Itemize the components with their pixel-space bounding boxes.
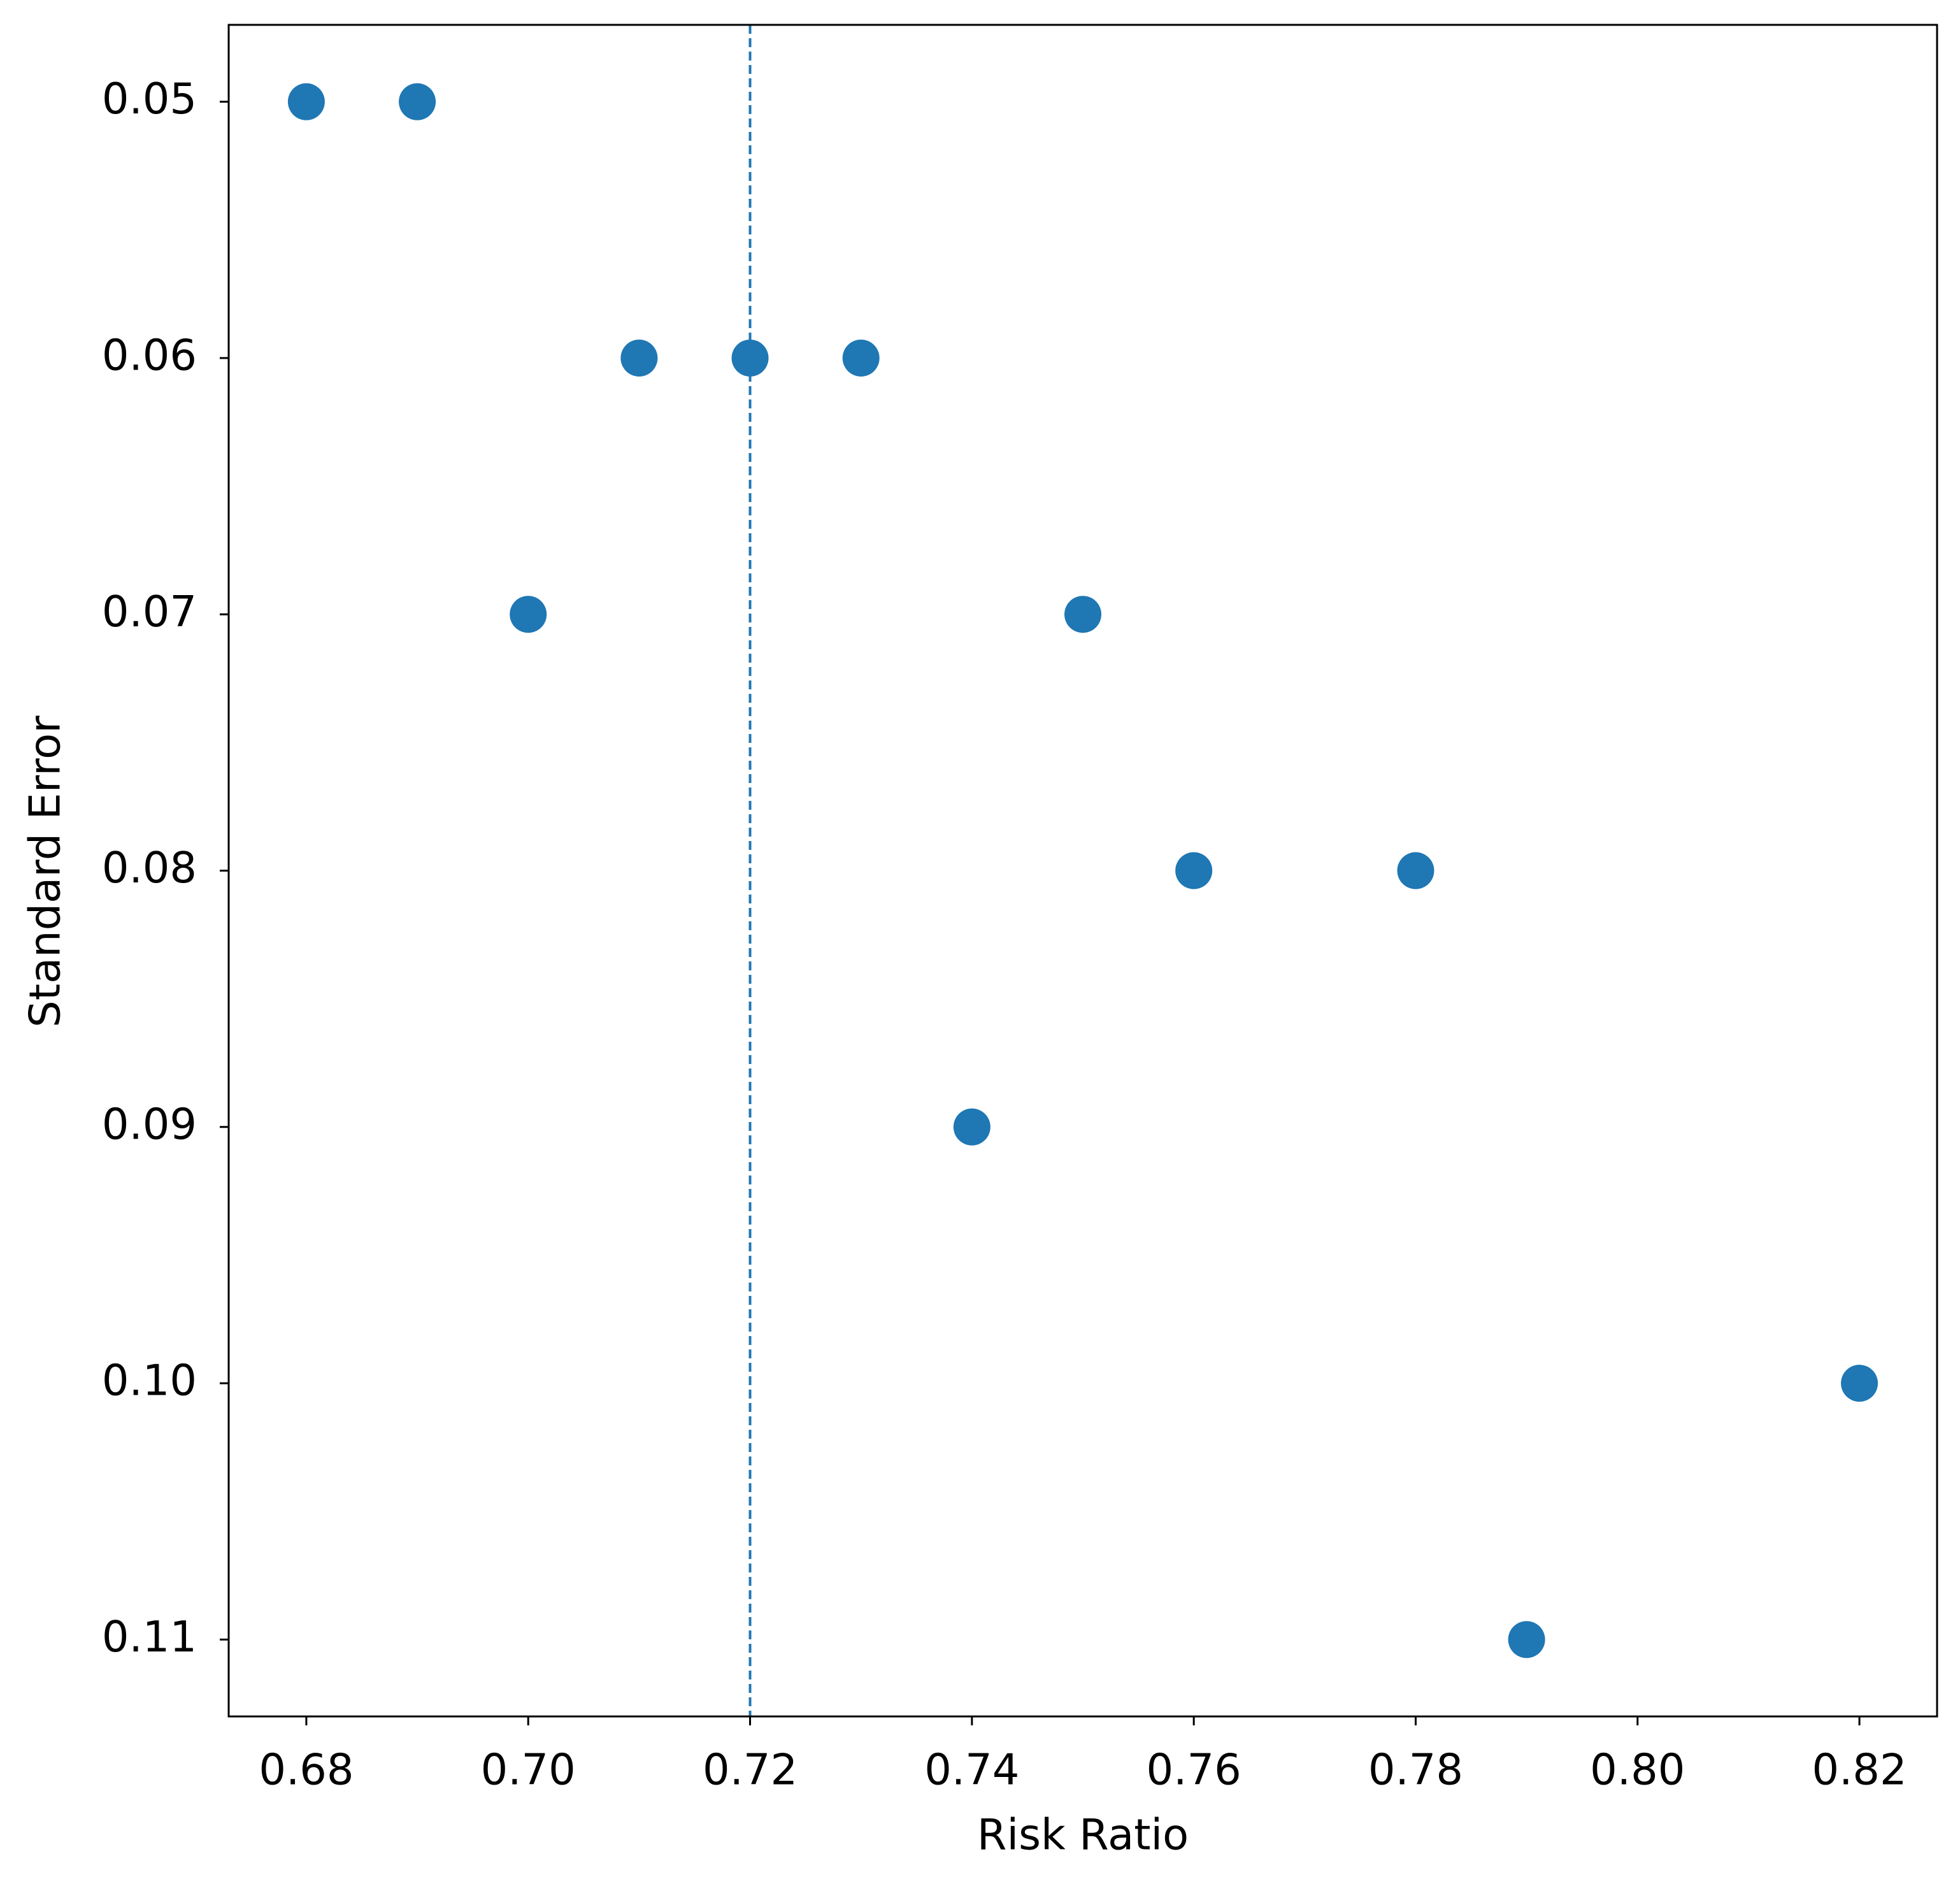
y-tick-label: 0.09 — [102, 1099, 197, 1149]
x-tick-label: 0.82 — [1812, 1745, 1906, 1795]
point — [510, 596, 547, 633]
x-tick-label: 0.68 — [259, 1745, 354, 1795]
x-tick-label: 0.74 — [924, 1745, 1019, 1795]
y-tick-label: 0.05 — [102, 74, 197, 124]
point — [1064, 596, 1101, 633]
point — [1841, 1365, 1878, 1402]
plot-frame — [227, 24, 1938, 1718]
point — [620, 339, 658, 377]
y-tick-label: 0.10 — [102, 1356, 197, 1406]
point — [842, 339, 880, 377]
y-axis-label: Standard Error — [20, 716, 70, 1028]
x-axis-label: Risk Ratio — [977, 1810, 1189, 1860]
x-tick-label: 0.80 — [1590, 1745, 1685, 1795]
y-tick-label: 0.06 — [102, 331, 197, 380]
point — [399, 83, 436, 120]
y-tick-label: 0.07 — [102, 587, 197, 636]
x-tick-label: 0.78 — [1368, 1745, 1463, 1795]
point — [953, 1108, 991, 1146]
point — [1175, 852, 1213, 889]
point — [1397, 852, 1434, 889]
x-tick-label: 0.76 — [1147, 1745, 1241, 1795]
x-tick-label: 0.72 — [703, 1745, 798, 1795]
x-tick-label: 0.70 — [481, 1745, 576, 1795]
point — [287, 83, 325, 120]
point — [731, 339, 769, 377]
y-tick-label: 0.08 — [102, 843, 197, 893]
point — [1508, 1621, 1545, 1658]
y-tick-label: 0.11 — [102, 1612, 197, 1662]
